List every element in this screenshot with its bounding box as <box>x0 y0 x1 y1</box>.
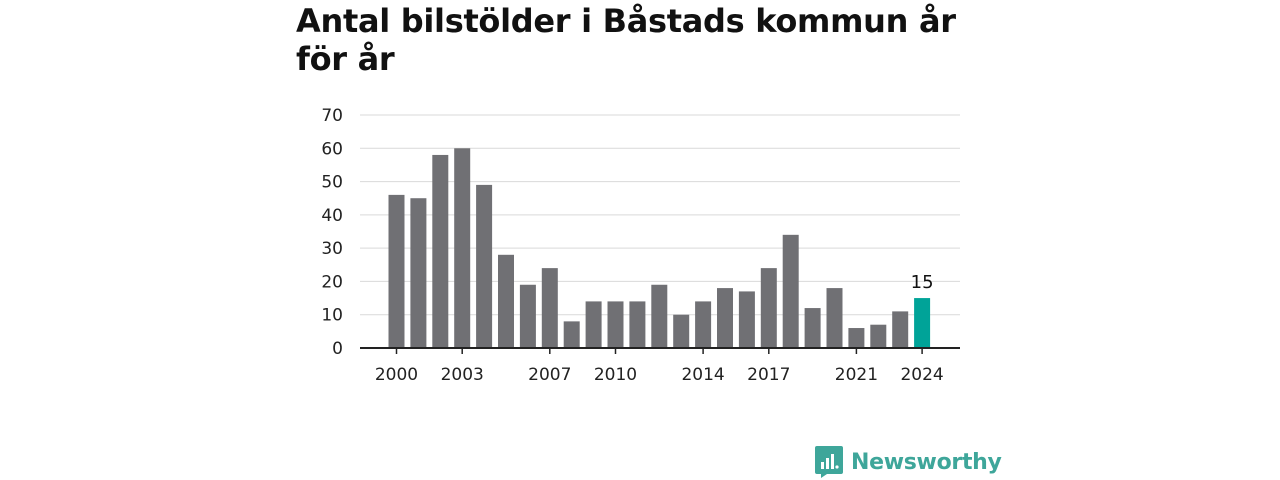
bar <box>541 268 558 348</box>
y-tick-label: 30 <box>321 239 343 259</box>
bar <box>410 198 427 348</box>
y-tick-label: 40 <box>321 206 343 226</box>
bar <box>629 301 646 348</box>
bars <box>388 148 931 348</box>
brand-name: Newsworthy <box>851 449 1002 475</box>
bar <box>870 324 887 348</box>
bar <box>914 298 931 348</box>
x-tick-label: 2021 <box>835 365 878 385</box>
bar <box>738 291 755 348</box>
brand-logo-area: Newsworthy <box>815 446 1002 478</box>
bar <box>563 321 580 348</box>
bar <box>673 314 690 348</box>
bar <box>585 301 602 348</box>
bar <box>519 284 536 348</box>
y-tick-label: 20 <box>321 272 343 292</box>
x-tick-label: 2007 <box>528 365 571 385</box>
bar <box>804 308 821 348</box>
bar <box>498 254 514 348</box>
bar <box>476 184 493 348</box>
x-tick-label: 2010 <box>594 365 637 385</box>
y-tick-label: 50 <box>321 173 343 193</box>
y-tick-label: 70 <box>321 106 343 126</box>
bar <box>607 301 624 348</box>
x-tick-label: 2000 <box>375 365 418 385</box>
bar <box>892 311 909 348</box>
x-tick-label: 2017 <box>747 365 790 385</box>
chart-title: Antal bilstölder i Båstads kommun år för… <box>296 2 956 78</box>
bar <box>760 268 777 348</box>
y-axis-ticks: 0 10 20 30 40 50 60 70 <box>321 106 343 359</box>
bar <box>717 288 733 348</box>
bar <box>651 284 668 348</box>
bar <box>782 234 799 348</box>
bar <box>454 148 471 348</box>
y-tick-label: 60 <box>321 139 343 159</box>
bar <box>848 328 865 348</box>
data-label: 15 <box>911 272 934 293</box>
x-tick-label: 2003 <box>441 365 484 385</box>
bar-chart-speech-bubble-icon <box>815 446 843 478</box>
bar <box>826 288 843 348</box>
x-axis-ticks: 2000 2003 2007 2010 2014 2017 2021 2024 <box>375 348 944 385</box>
bar <box>695 301 712 348</box>
bar <box>388 194 405 348</box>
y-tick-label: 10 <box>321 306 343 326</box>
x-tick-label: 2024 <box>900 365 943 385</box>
x-tick-label: 2014 <box>681 365 724 385</box>
annotations: 15 <box>911 272 934 293</box>
bar <box>432 154 449 348</box>
y-tick-label: 0 <box>332 339 343 359</box>
